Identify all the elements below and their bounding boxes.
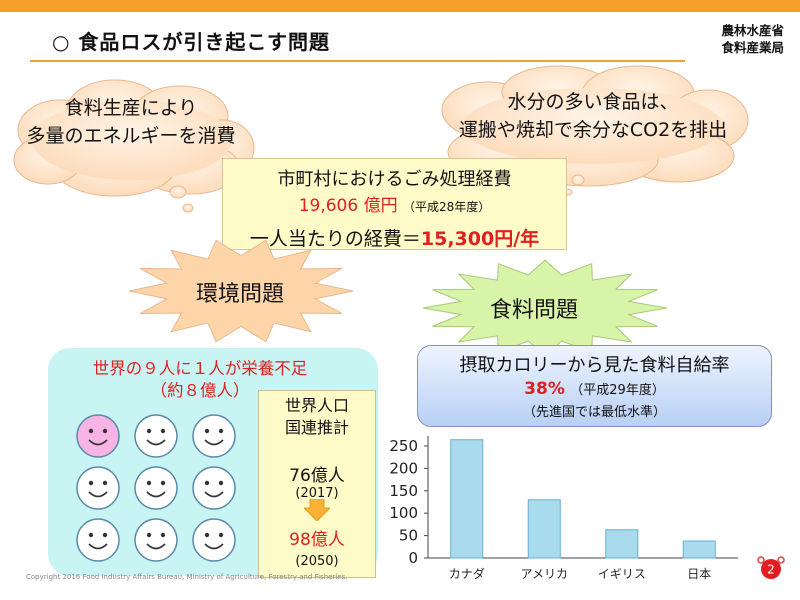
food-self-sufficiency-title: 摂取カロリーから見た食料自給率 [459,355,730,376]
copyright-text: Copyright 2016 Food Industry Affairs Bur… [26,573,348,581]
x-tick-label: 日本 [687,567,711,581]
smiley-face-icon [134,518,178,562]
population-2050-year: (2050) [295,554,339,569]
population-title: 世界人口 国連推計 [284,396,349,437]
y-tick-label: 0 [408,549,418,567]
org-line-2: 食料産業局 [721,40,784,55]
smiley-face-icon [134,466,178,510]
waste-cost-label: 市町村におけるごみ処理経費 [277,169,512,190]
x-tick-label: アメリカ [521,567,568,581]
x-tick-label: イギリス [598,567,646,581]
smiley-face-icon [76,518,120,562]
smiley-face-icon [192,518,236,562]
page-title: ○ 食品ロスが引き起こす問題 [52,30,331,54]
food-burst-label: 食料問題 [490,298,579,323]
self-sufficiency-bar-chart: 0 50 100 150 200 250 カナダ アメリカ イギリス 日本 [389,436,738,581]
population-box: 世界人口 国連推計 76億人 (2017) 98億人 (2050) [258,390,376,578]
y-tick-label: 250 [389,437,418,455]
page-number: 2 [767,563,775,577]
y-tick-label: 50 [399,527,418,545]
bar-0 [450,439,484,559]
nutrition-headline: 世界の９人に１人が栄養不足 （約８億人） [92,359,308,400]
faces-grid [76,414,236,562]
smiley-face-icon [134,414,178,458]
smiley-face-icon [192,414,236,458]
smiley-face-icon [192,466,236,510]
bar-2 [605,529,639,559]
energy-cloud-text: 食料生産により 多量のエネルギーを消費 [26,97,236,147]
waste-cost-year: （平成28年度） [403,200,491,214]
population-2050-value: 98億人 [289,530,345,550]
food-burst [422,259,668,357]
smiley-face-icon [76,414,120,458]
co2-cloud-text: 水分の多い食品は、 運搬や焼却で余分なCO2を排出 [458,91,728,141]
food-self-sufficiency-note: （先進国では最低水準） [522,405,666,420]
environment-burst-label: 環境問題 [196,282,285,307]
y-tick-label: 100 [389,504,418,522]
per-person-cost-label: 一人当たりの経費＝ [249,228,421,250]
org-line-1: 農林水産省 [721,23,784,38]
org-name: 農林水産省 食料産業局 [706,22,784,56]
y-tick-label: 200 [389,459,418,477]
smiley-face-icon [76,466,120,510]
waste-cost-amount-row: 19,606 億円 （平成28年度） [223,191,566,216]
environment-burst [128,239,354,343]
food-self-sufficiency-value-row: 38% （平成29年度） [418,379,771,399]
y-tick-label: 150 [389,482,418,500]
waste-cost-amount: 19,606 億円 [298,196,398,216]
per-person-cost-value: 15,300円/年 [420,228,540,250]
down-arrow-icon [304,499,330,521]
food-self-sufficiency-year: （平成29年度） [570,383,665,398]
population-2017-year: (2017) [295,486,339,501]
population-2017-value: 76億人 [289,466,345,486]
food-self-sufficiency-value: 38% [524,379,565,399]
food-self-sufficiency-box: 摂取カロリーから見た食料自給率 38% （平成29年度） （先進国では最低水準） [417,345,772,427]
page-number-badge: 2 [757,556,785,579]
title-underline [30,60,685,62]
per-person-cost-row: 一人当たりの経費＝15,300円/年 [223,224,566,251]
bar-1 [527,499,561,559]
bar-3 [682,540,716,559]
energy-cloud [13,79,255,213]
x-tick-label: カナダ [449,566,485,581]
top-accent-bar [0,0,800,12]
waste-cost-box: 市町村におけるごみ処理経費 19,606 億円 （平成28年度） 一人当たりの経… [222,158,567,250]
